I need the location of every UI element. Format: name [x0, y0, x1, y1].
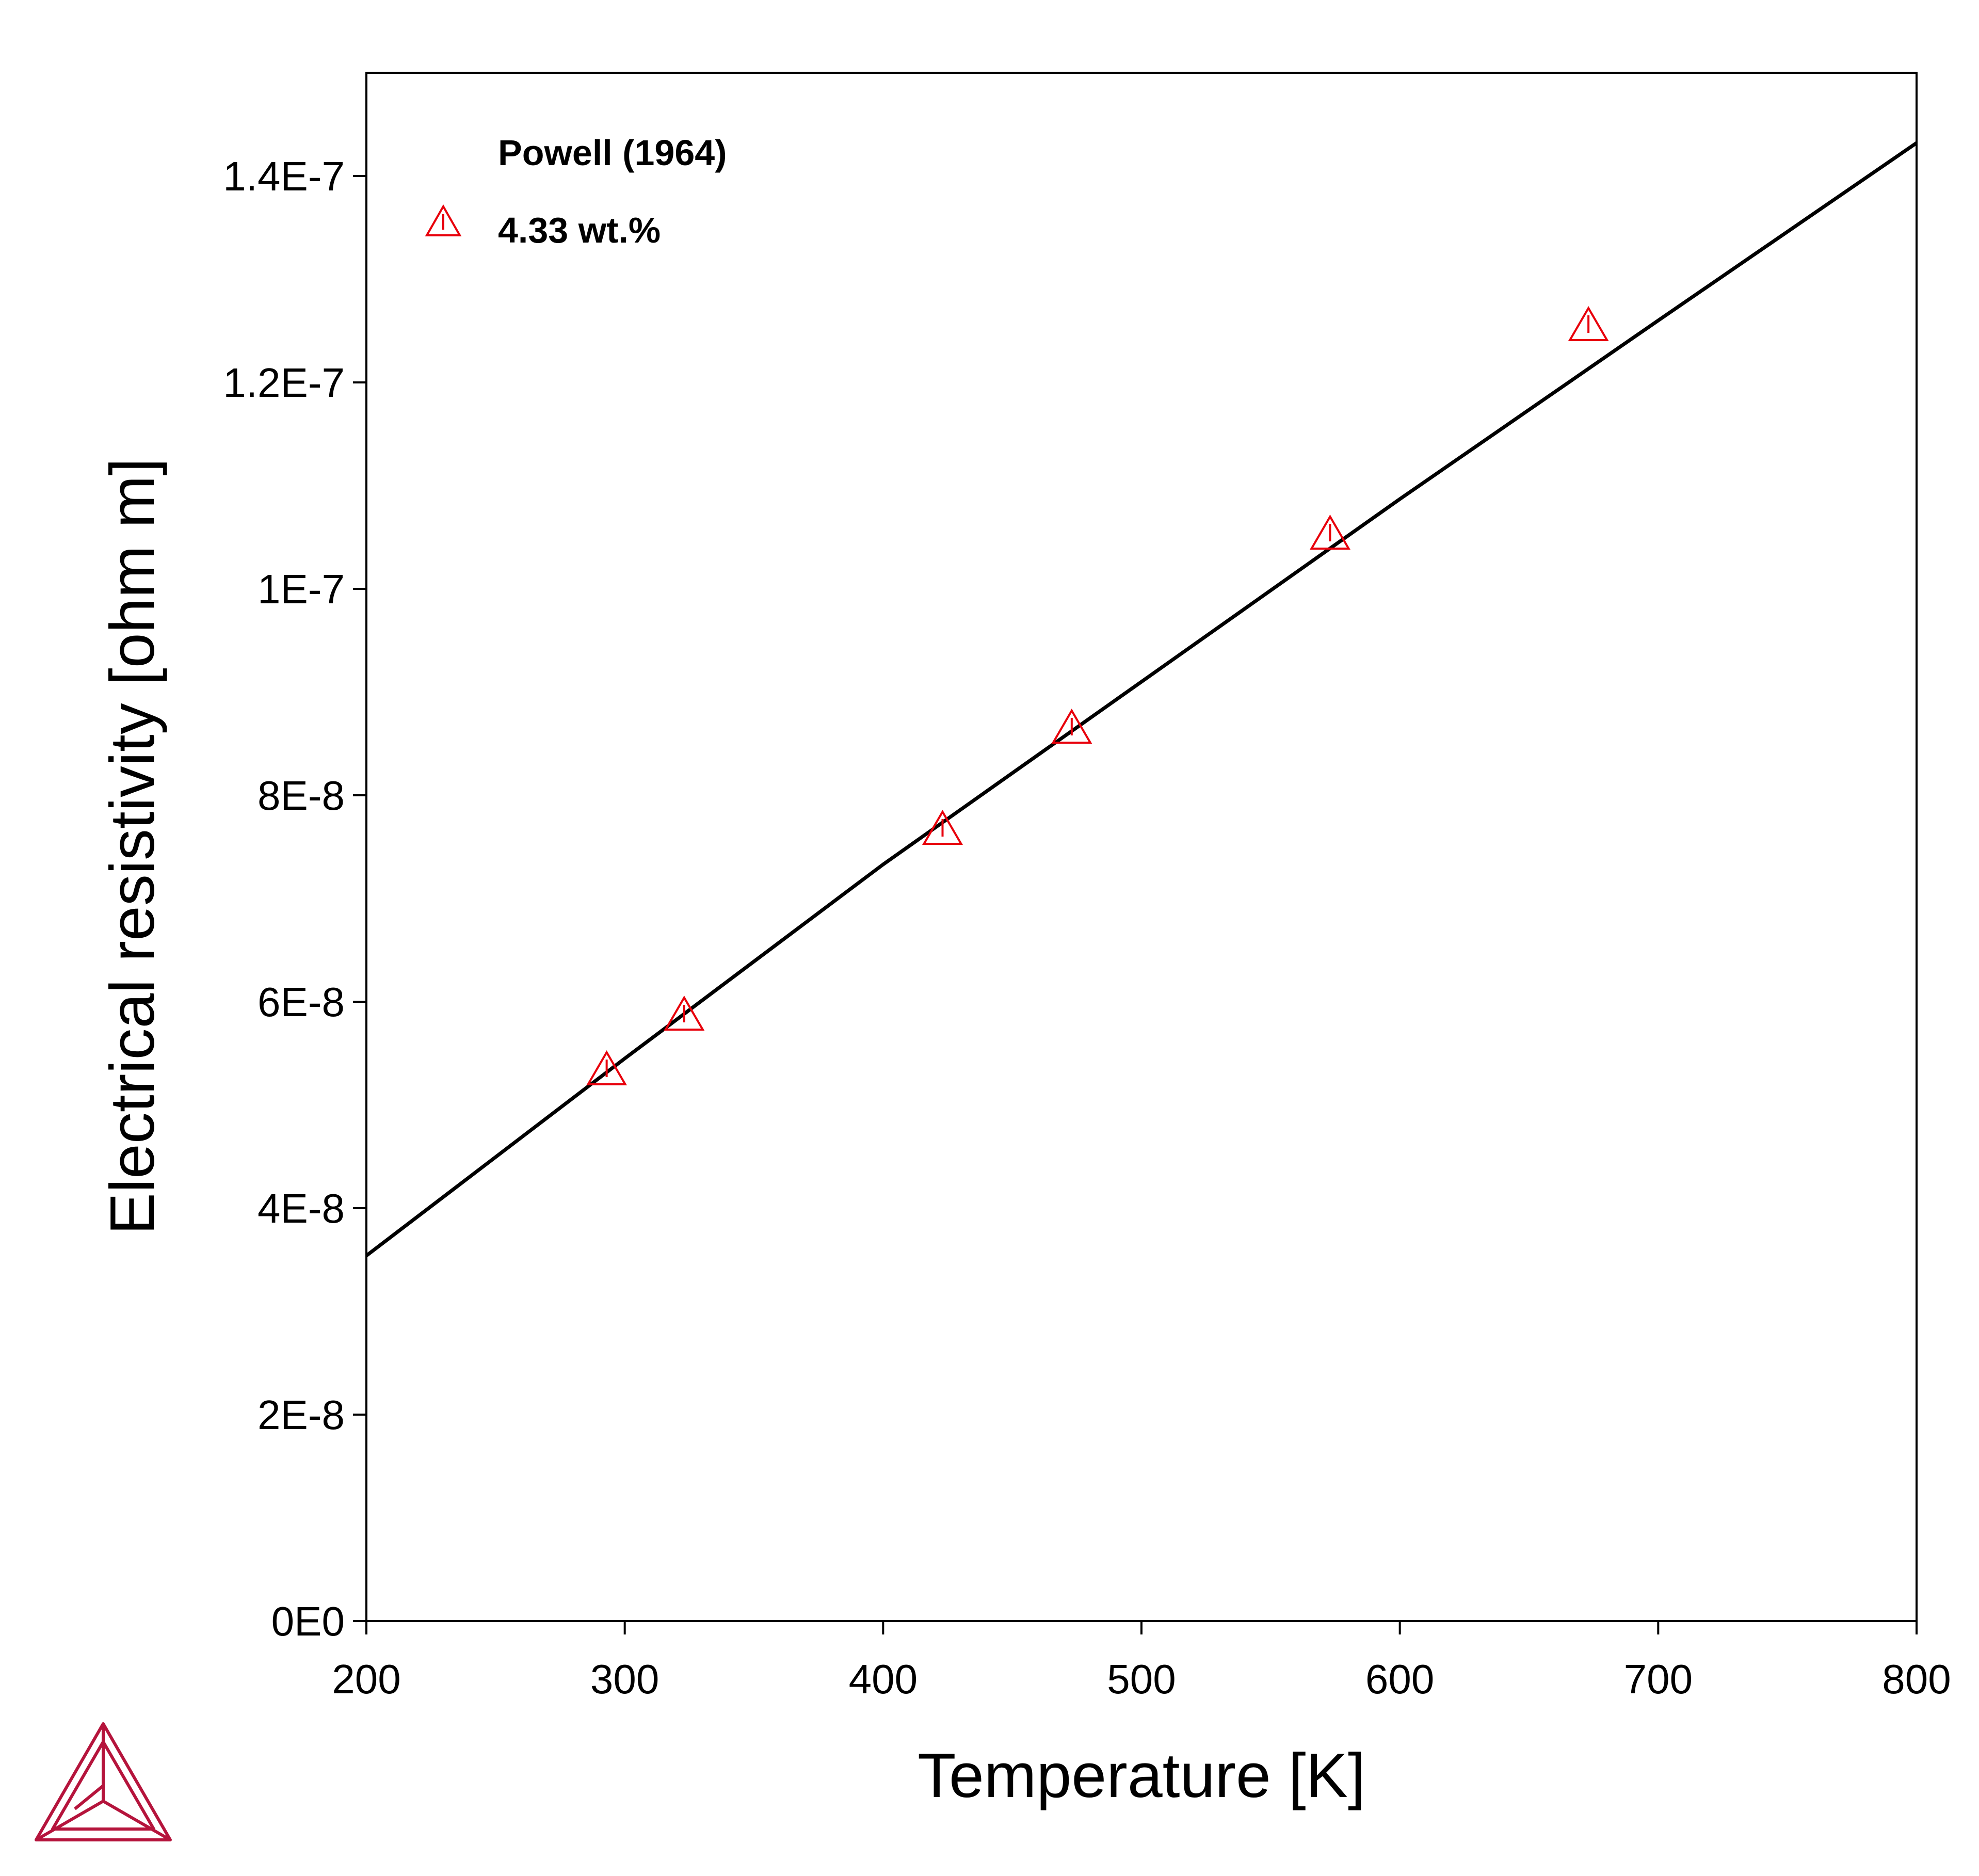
y-tick-label: 1.2E-7: [223, 360, 345, 406]
calculated-resistivity-line: [365, 141, 1918, 1257]
data-point-triangle: [922, 810, 963, 845]
x-tick-label: 400: [849, 1656, 918, 1702]
y-tick-label: 8E-8: [258, 773, 345, 819]
x-tick-label: 300: [590, 1656, 659, 1702]
x-tick-label: 600: [1365, 1656, 1434, 1702]
legend-label: 4.33 wt.%: [498, 210, 661, 250]
triangle-marker: [664, 996, 705, 1031]
y-tick-label: 2E-8: [258, 1392, 345, 1438]
x-axis-title: Temperature [K]: [918, 1740, 1365, 1810]
data-point-triangle: [586, 1050, 628, 1085]
x-tick-label: 700: [1624, 1656, 1693, 1702]
legend: Powell (1964) 4.33 wt.%: [425, 133, 727, 250]
data-point-triangle: [1310, 515, 1350, 550]
legend-heading: Powell (1964): [498, 133, 727, 173]
data-point-triangle: [1568, 306, 1609, 341]
y-axis-ticks: 0E0 2E-8 4E-8 6E-8 8E-8 1E-7 1.2E-7 1.4E-7: [223, 153, 366, 1644]
triangle-marker: [586, 1050, 628, 1085]
data-point-triangle: [1051, 709, 1092, 744]
x-tick-label: 200: [332, 1656, 400, 1702]
y-tick-label: 1E-7: [258, 566, 345, 612]
series-layer: [365, 141, 1918, 1257]
triangle-marker: [1051, 709, 1092, 744]
thermo-calc-logo-icon: [35, 1722, 172, 1841]
triangle-marker: [1568, 306, 1609, 341]
y-tick-label: 0E0: [271, 1598, 345, 1644]
y-axis-title: Electrical resistivity [ohm m]: [97, 458, 167, 1235]
triangle-marker: [922, 810, 963, 845]
legend-marker-triangle-icon: [425, 204, 462, 236]
x-axis-ticks: 200 300 400 500 600 700 800: [332, 1621, 1951, 1702]
y-tick-label: 6E-8: [258, 979, 345, 1025]
data-point-triangle: [664, 996, 705, 1031]
y-tick-label: 4E-8: [258, 1185, 345, 1231]
y-tick-label: 1.4E-7: [223, 153, 345, 199]
x-tick-label: 800: [1882, 1656, 1951, 1702]
triangle-marker: [1310, 515, 1350, 550]
x-tick-label: 500: [1107, 1656, 1176, 1702]
